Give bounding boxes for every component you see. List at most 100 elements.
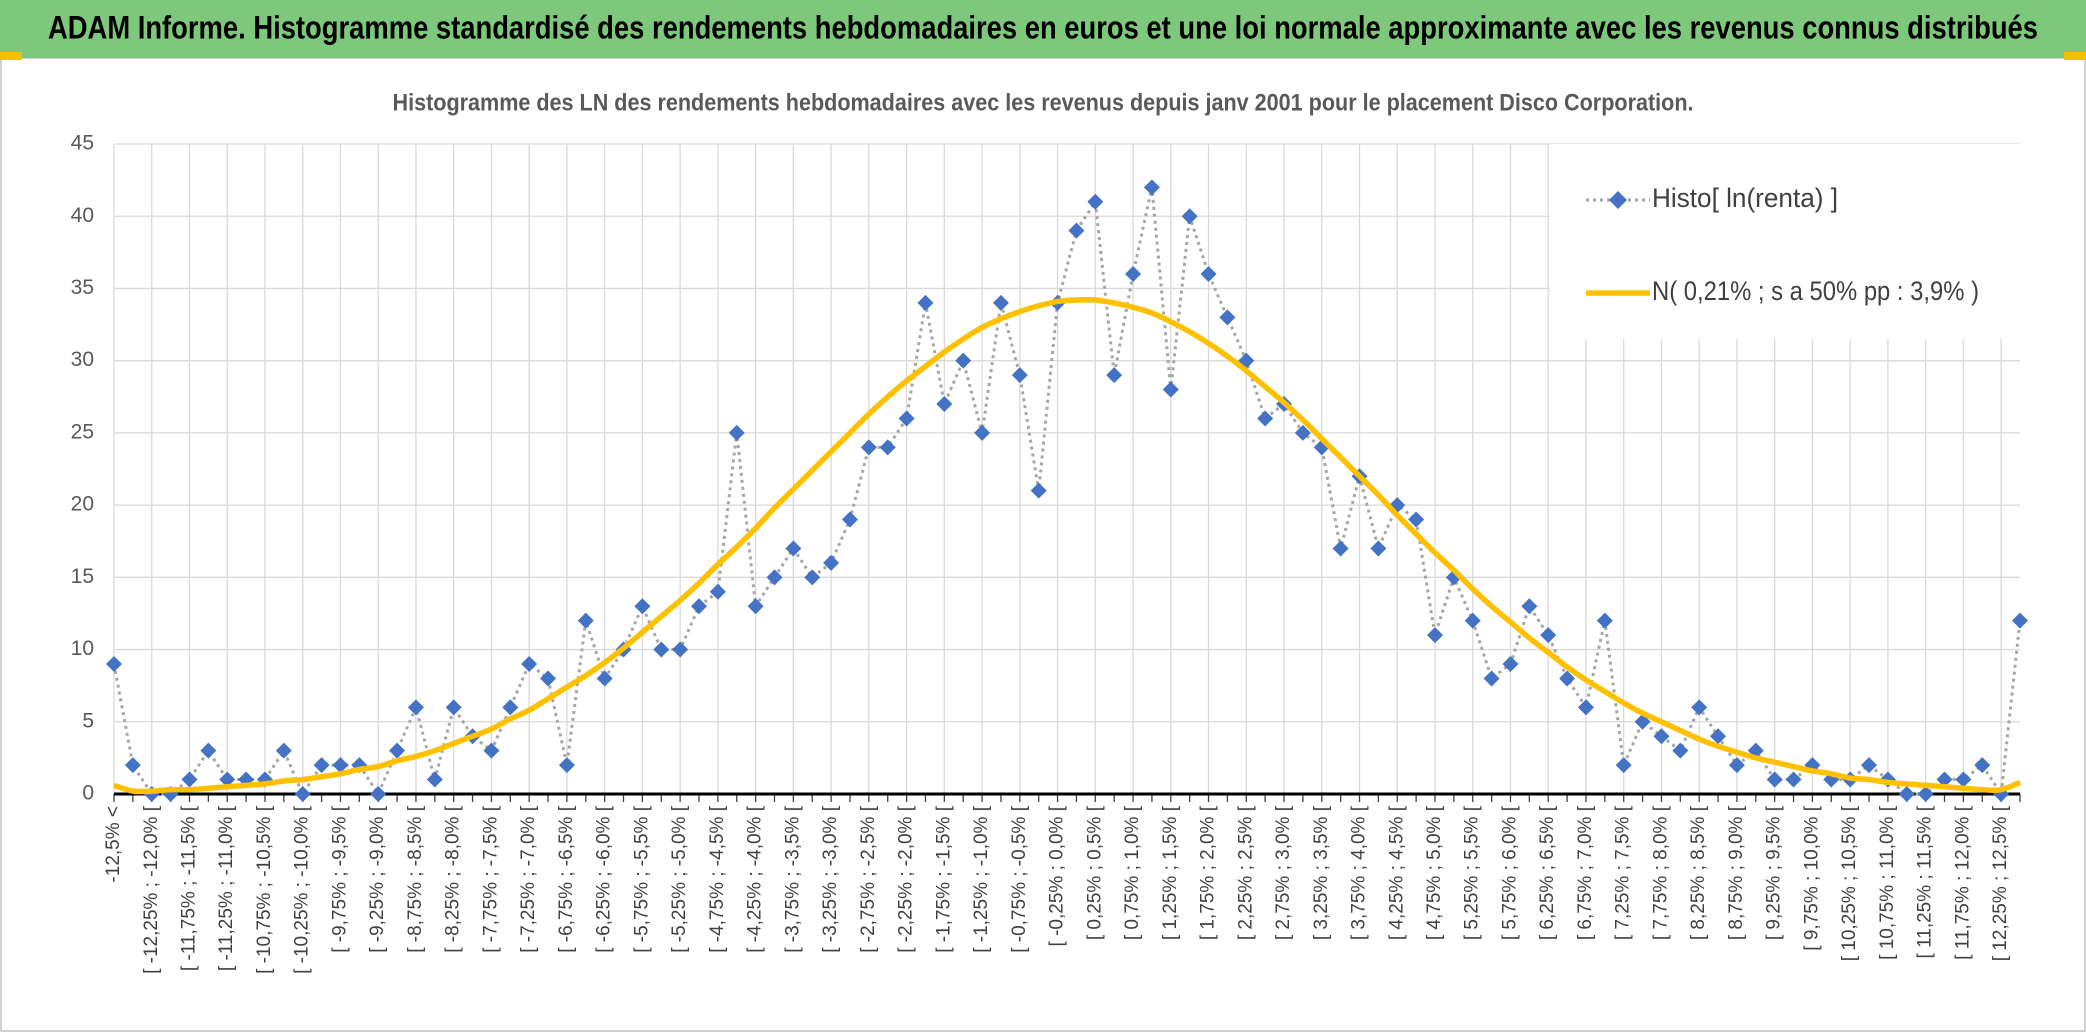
x-tick-label: [ -8,75% ; -8,5% [ [405, 805, 426, 953]
histogram-marker [1936, 771, 1953, 788]
histogram-marker [672, 641, 689, 658]
histogram-marker [1257, 410, 1274, 427]
x-tick-label: [ -9,75% ; -9,5% [ [329, 805, 350, 953]
x-tick-label: [ 0,25% ; 0,5% [ [1084, 805, 1105, 940]
x-tick-label: [ 1,75% ; 2,0% [ [1198, 805, 1219, 940]
x-tick-label: [ 8,25% ; 8,5% [ [1688, 805, 1709, 940]
x-tick-label: [ 7,25% ; 7,5% [ [1613, 805, 1634, 940]
x-tick-label: [ 6,25% ; 6,5% [ [1537, 805, 1558, 940]
histogram-marker [1691, 699, 1708, 716]
histogram-marker [577, 612, 594, 629]
histogram-marker [200, 742, 217, 759]
histogram-marker [1559, 670, 1576, 687]
normal-curve [113, 296, 2022, 795]
x-tick-label: [ 1,25% ; 1,5% [ [1160, 805, 1181, 940]
histogram-marker [992, 294, 1009, 311]
y-tick-label: 0 [82, 782, 94, 805]
histogram-marker [502, 699, 519, 716]
histogram-marker [1710, 728, 1727, 745]
legend-marker [1609, 191, 1627, 209]
x-tick-label: [ 4,75% ; 5,0% [ [1424, 805, 1445, 940]
x-tick-label: [ -1,25% ; -1,0% [ [971, 805, 992, 953]
histogram-marker [936, 396, 953, 412]
histogram-marker [841, 511, 858, 528]
x-tick-label: [ -11,75% ; -11,5% [ [179, 805, 200, 971]
histogram-marker [407, 699, 424, 716]
grid: 0 5 10 15 20 25 30 35 40 45 -12,5% < [ -12,25% ; -1… [71, 132, 2021, 974]
histogram-marker [558, 757, 575, 774]
histogram-marker [917, 294, 934, 311]
histogram-marker [1483, 670, 1500, 687]
histogram-marker [955, 352, 972, 369]
x-tick-label: [ 5,75% ; 6,0% [ [1499, 805, 1520, 940]
histogram-marker [370, 786, 387, 802]
header-band [0, 0, 2086, 58]
x-tick-label: [ 12,25% ; 12,5% [ [1990, 805, 2011, 961]
x-tick-label: [ 3,75% ; 4,0% [ [1349, 805, 1370, 940]
histogram-marker [1577, 699, 1594, 716]
x-tick-label: [ -0,25% ; 0,0% [ [1047, 805, 1068, 946]
histogram-marker [1464, 612, 1481, 629]
histogram-marker [596, 670, 613, 687]
histogram-marker [1672, 742, 1689, 759]
x-tick-label: [ 2,25% ; 2,5% [ [1235, 805, 1256, 940]
histogram-marker [1162, 381, 1179, 398]
x-tick-label: [ -4,75% ; -4,5% [ [707, 805, 728, 953]
x-tick-label: [ 0,75% ; 1,0% [ [1122, 805, 1143, 940]
x-tick-label: [ -6,75% ; -6,5% [ [556, 805, 577, 953]
histogram-marker [2012, 612, 2028, 629]
x-tick-label: [ 4,25% ; 4,5% [ [1386, 805, 1407, 940]
legend: Histo[ ln(renta) ] N( 0,21% ; s a 50% pp … [1550, 144, 2020, 339]
histogram-marker [1728, 757, 1745, 774]
legend-box [1550, 144, 2020, 339]
histogram-marker [1143, 179, 1160, 196]
x-tick-label: [ 10,75% ; 11,0% [ [1877, 805, 1898, 960]
y-tick-label: 5 [82, 709, 94, 732]
histogram-marker [275, 742, 292, 759]
histogram-marker [1068, 222, 1085, 239]
histogram-marker [1596, 612, 1613, 629]
y-tick-label: 30 [71, 348, 94, 371]
histogram-marker [1521, 598, 1538, 615]
histogram-marker [389, 742, 406, 759]
corner-accent [0, 52, 22, 60]
histogram-marker [426, 771, 443, 788]
y-tick-label: 20 [71, 493, 94, 516]
x-tick-label: [ -3,75% ; -3,5% [ [782, 805, 803, 953]
histogram-marker [1011, 367, 1028, 384]
y-tick-label: 15 [71, 565, 94, 588]
histogram-marker [483, 742, 500, 759]
plot [106, 179, 2028, 802]
histogram-marker [1540, 627, 1557, 644]
histogram-marker [1615, 757, 1632, 774]
histogram-marker [521, 656, 538, 672]
histogram-marker [124, 757, 141, 774]
x-tick-label: -12,5% < [103, 806, 124, 883]
histogram-marker [1030, 482, 1047, 499]
x-tick-label: [ -2,25% ; -2,0% [ [896, 805, 917, 953]
histogram-marker [294, 786, 311, 802]
histogram-marker [1955, 771, 1972, 788]
histogram-marker [1653, 728, 1670, 745]
x-tick-label: [ 2,75% ; 3,0% [ [1273, 805, 1294, 940]
x-tick-label: [ -9,25% ; -9,0% [ [367, 805, 388, 953]
histogram-marker [1502, 656, 1519, 672]
x-tick-label: [ -5,25% ; -5,0% [ [669, 805, 690, 953]
x-tick-label: [ 9,25% ; 9,5% [ [1764, 805, 1785, 940]
x-tick-label: [ -4,25% ; -4,0% [ [745, 805, 766, 953]
x-tick-label: [ 9,75% ; 10,0% [ [1801, 805, 1822, 950]
histogram-marker [313, 757, 330, 774]
histogram-marker [1219, 309, 1236, 326]
x-tick-label: [ -12,25% ; -12,0% [ [141, 805, 162, 974]
corner-accent [2064, 52, 2086, 60]
histogram-marker [728, 424, 745, 441]
x-tick-label: [ 10,25% ; 10,5% [ [1839, 805, 1860, 961]
chart-title: Histogramme des LN des rendements hebdom… [393, 89, 1694, 116]
histogram-marker [879, 439, 896, 456]
histogram-marker [974, 424, 991, 441]
histogram-marker [1106, 367, 1123, 384]
histogram-marker [653, 641, 670, 658]
y-tick-label: 10 [71, 637, 94, 660]
y-tick-label: 40 [71, 204, 94, 227]
